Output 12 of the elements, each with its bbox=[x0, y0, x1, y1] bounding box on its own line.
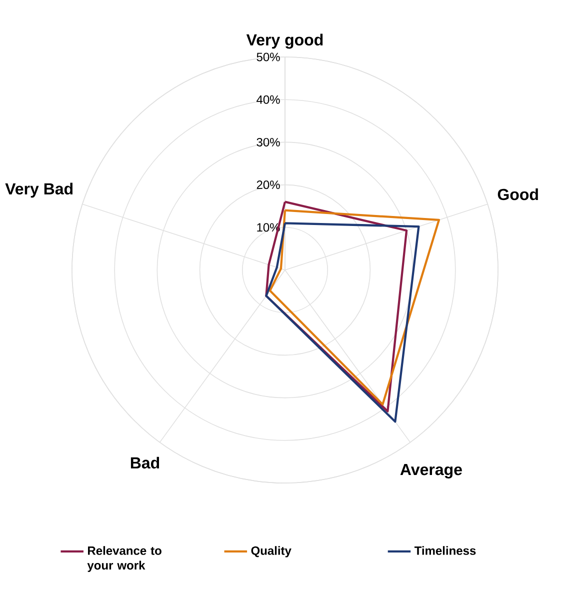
spoke-label: Bad bbox=[130, 456, 160, 469]
y-tick-label: 20% bbox=[256, 180, 280, 190]
spoke-label: Very Bad bbox=[5, 182, 73, 198]
y-tick-label: 50% bbox=[256, 52, 280, 62]
y-tick-label: 40% bbox=[256, 95, 280, 104]
legend-label: Relevance to your work bbox=[87, 546, 162, 572]
y-tick-label: 30% bbox=[256, 138, 280, 146]
legend-label: Quality bbox=[251, 546, 292, 558]
spoke-label: Average bbox=[400, 464, 462, 478]
spoke-label: Very good bbox=[246, 34, 323, 49]
spoke-label: Good bbox=[498, 188, 538, 200]
legend-label: Timeliness bbox=[414, 546, 476, 555]
